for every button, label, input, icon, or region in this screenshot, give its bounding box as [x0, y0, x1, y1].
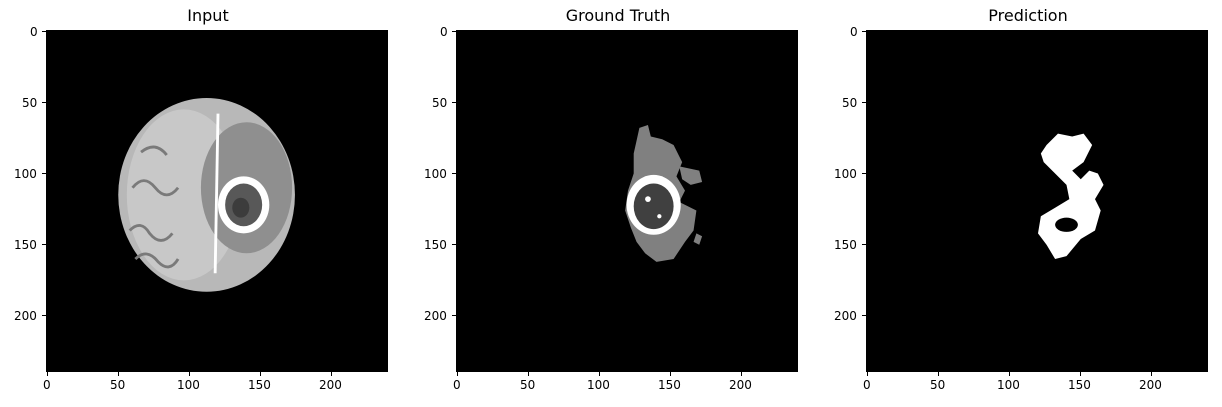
- y-tick-mark: [42, 244, 46, 245]
- x-tick-label: 150: [658, 378, 681, 392]
- y-tick-mark: [42, 102, 46, 103]
- x-tick-mark: [118, 372, 119, 376]
- x-tick-label: 200: [319, 378, 342, 392]
- x-tick-label: 200: [729, 378, 752, 392]
- x-tick-label: 50: [110, 378, 126, 392]
- x-tick-mark: [1080, 372, 1081, 376]
- y-tick-label: 200: [834, 309, 857, 323]
- x-tick-label: 0: [43, 378, 51, 392]
- x-tick-label: 0: [453, 378, 461, 392]
- x-tick-mark: [528, 372, 529, 376]
- y-tick-label: 200: [14, 309, 37, 323]
- x-tick-label: 100: [997, 378, 1020, 392]
- y-tick-mark: [862, 315, 866, 316]
- x-tick-label: 50: [930, 378, 946, 392]
- input-image: [46, 30, 388, 372]
- x-tick-label: 0: [863, 378, 871, 392]
- y-tick-mark: [452, 315, 456, 316]
- y-tick-label: 200: [424, 309, 447, 323]
- y-tick-label: 100: [424, 167, 447, 181]
- y-tick-mark: [452, 173, 456, 174]
- y-tick-mark: [452, 31, 456, 32]
- x-tick-mark: [670, 372, 671, 376]
- x-tick-label: 100: [587, 378, 610, 392]
- y-tick-label: 0: [440, 25, 448, 39]
- y-tick-label: 100: [834, 167, 857, 181]
- y-tick-label: 150: [834, 238, 857, 252]
- y-tick-mark: [862, 244, 866, 245]
- x-tick-mark: [867, 372, 868, 376]
- y-tick-label: 0: [850, 25, 858, 39]
- x-tick-mark: [47, 372, 48, 376]
- x-tick-mark: [331, 372, 332, 376]
- y-tick-label: 50: [22, 96, 38, 110]
- x-tick-mark: [457, 372, 458, 376]
- x-tick-mark: [741, 372, 742, 376]
- y-tick-label: 0: [30, 25, 38, 39]
- segmentation-mask-gt: [625, 125, 703, 262]
- y-tick-mark: [452, 102, 456, 103]
- panel-title-input: Input: [187, 6, 229, 25]
- x-tick-label: 150: [248, 378, 271, 392]
- y-tick-mark: [862, 102, 866, 103]
- x-tick-mark: [938, 372, 939, 376]
- x-tick-label: 50: [520, 378, 536, 392]
- y-tick-label: 150: [424, 238, 447, 252]
- x-tick-label: 200: [1139, 378, 1162, 392]
- x-tick-mark: [189, 372, 190, 376]
- y-tick-mark: [42, 173, 46, 174]
- y-tick-mark: [42, 315, 46, 316]
- panel-title-prediction: Prediction: [988, 6, 1068, 25]
- y-tick-label: 100: [14, 167, 37, 181]
- brain-mri-image: [118, 97, 295, 292]
- y-tick-mark: [862, 173, 866, 174]
- panel-title-ground-truth: Ground Truth: [565, 6, 671, 25]
- y-tick-label: 50: [432, 96, 448, 110]
- panel-input: Input 0 50: [8, 0, 408, 407]
- x-tick-mark: [1151, 372, 1152, 376]
- x-tick-mark: [260, 372, 261, 376]
- y-tick-label: 150: [14, 238, 37, 252]
- prediction-image: [866, 30, 1208, 372]
- y-tick-label: 50: [842, 96, 858, 110]
- y-tick-mark: [42, 31, 46, 32]
- y-tick-mark: [862, 31, 866, 32]
- ground-truth-image: [456, 30, 798, 372]
- x-tick-label: 150: [1068, 378, 1091, 392]
- x-tick-label: 100: [177, 378, 200, 392]
- x-tick-mark: [1009, 372, 1010, 376]
- segmentation-mask-pred: [1038, 133, 1104, 259]
- panel-ground-truth: Ground Truth 0 50 100 150 200: [418, 0, 818, 407]
- panel-prediction: Prediction 0 50 100 150 200 0 50 100 150…: [828, 0, 1222, 407]
- x-tick-mark: [599, 372, 600, 376]
- y-tick-mark: [452, 244, 456, 245]
